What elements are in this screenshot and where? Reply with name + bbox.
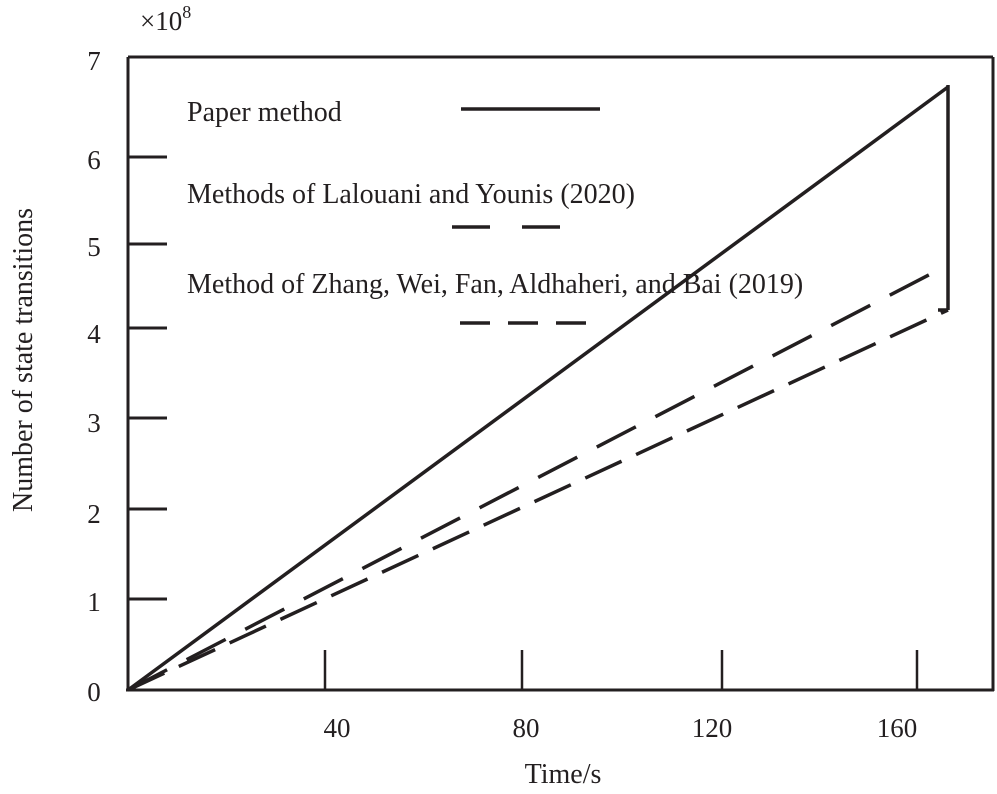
y-multiplier: ×108: [140, 2, 191, 36]
plot-frame: [126, 55, 995, 692]
y-tick-label: 7: [87, 46, 101, 76]
y-tick-label: 0: [87, 677, 101, 707]
legend-label-lalouani: Methods of Lalouani and Younis (2020): [187, 179, 635, 210]
y-tick-label: 5: [87, 232, 101, 262]
x-axis-label: Time/s: [525, 759, 602, 790]
y-tick-label: 3: [87, 408, 101, 438]
y-tick-labels: 0 1 2 3 4 5 6 7: [87, 46, 101, 707]
y-tick-label: 2: [87, 499, 101, 529]
y-multiplier-base: ×10: [140, 6, 182, 36]
x-tick-label: 80: [513, 713, 540, 743]
series-zhang-et-al: [127, 308, 949, 692]
y-axis-label: Number of state transitions: [8, 208, 39, 512]
x-tick-label: 120: [692, 713, 733, 743]
series-paper-method: [126, 85, 950, 692]
x-ticks: [323, 650, 919, 690]
legend-label-zhang: Method of Zhang, Wei, Fan, Aldhaheri, an…: [187, 269, 803, 300]
x-tick-label: 40: [324, 713, 351, 743]
y-tick-label: 4: [87, 319, 101, 349]
y-tick-label: 1: [87, 587, 101, 617]
series-lalouani-younis: [127, 263, 949, 692]
y-ticks: [128, 155, 167, 601]
y-tick-label: 6: [87, 145, 101, 175]
y-multiplier-exp: 8: [182, 2, 191, 22]
x-tick-label: 160: [877, 713, 918, 743]
legend: Paper method Methods of Lalouani and You…: [187, 97, 803, 325]
legend-label-paper-method: Paper method: [187, 97, 342, 128]
x-tick-labels: 40 80 120 160: [324, 713, 918, 743]
